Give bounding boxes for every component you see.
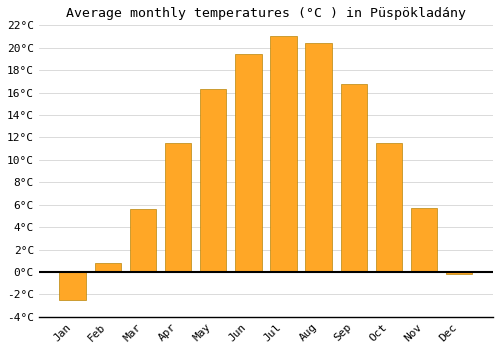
Bar bbox=[60, 272, 86, 300]
Bar bbox=[94, 263, 121, 272]
Bar bbox=[200, 89, 226, 272]
Bar bbox=[130, 209, 156, 272]
Bar bbox=[446, 272, 472, 274]
Bar bbox=[306, 43, 332, 272]
Bar bbox=[165, 143, 191, 272]
Bar bbox=[376, 143, 402, 272]
Bar bbox=[411, 208, 438, 272]
Bar bbox=[340, 84, 367, 272]
Bar bbox=[235, 55, 262, 272]
Bar bbox=[270, 36, 296, 272]
Title: Average monthly temperatures (°C ) in Püspökladány: Average monthly temperatures (°C ) in Pü… bbox=[66, 7, 466, 20]
